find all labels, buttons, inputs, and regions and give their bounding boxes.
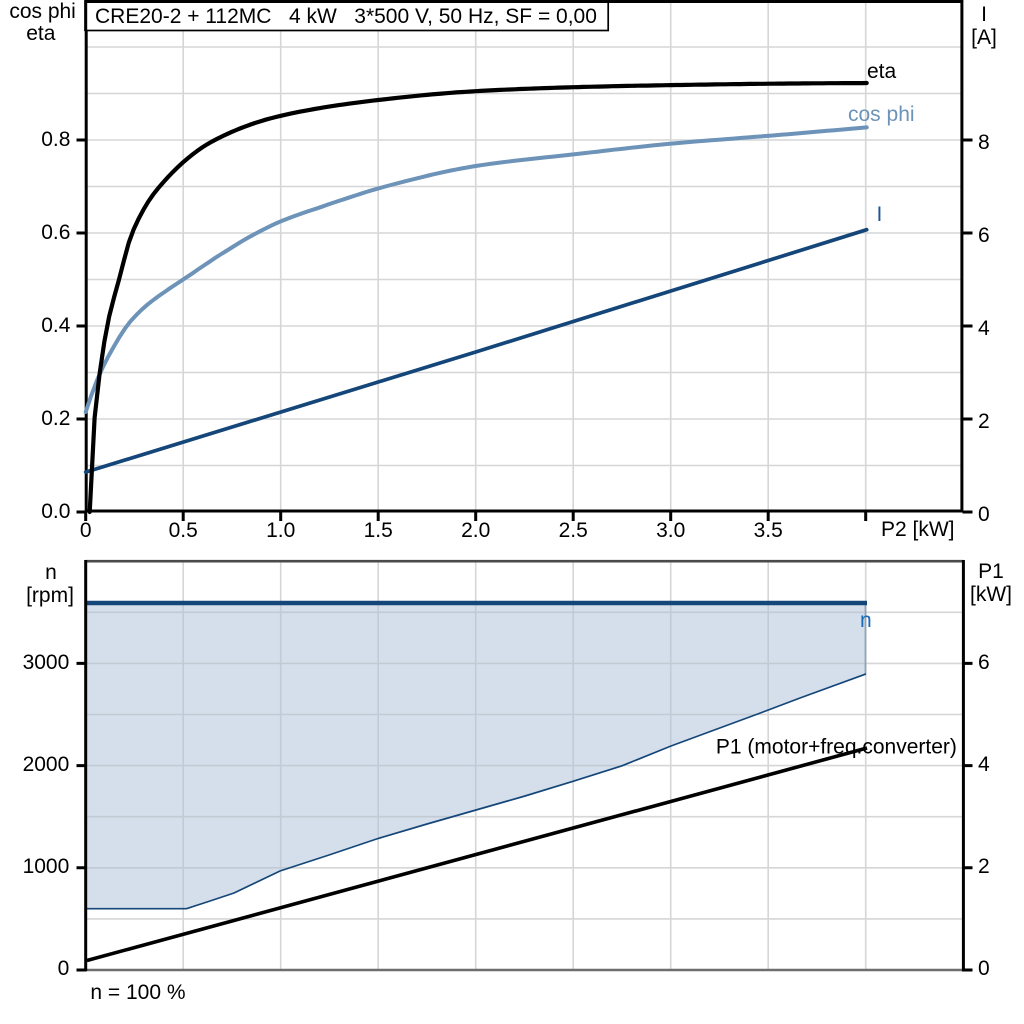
svg-text:1000: 1000 xyxy=(23,855,70,878)
svg-text:[kW]: [kW] xyxy=(970,583,1012,606)
svg-text:2.5: 2.5 xyxy=(559,519,588,542)
svg-text:n: n xyxy=(860,609,872,632)
svg-text:2: 2 xyxy=(978,410,990,433)
svg-text:0.8: 0.8 xyxy=(41,128,70,151)
svg-text:2000: 2000 xyxy=(23,753,70,776)
svg-text:2.0: 2.0 xyxy=(461,519,490,542)
svg-text:eta: eta xyxy=(26,22,56,45)
svg-text:I: I xyxy=(981,3,987,26)
svg-text:P1: P1 xyxy=(978,560,1004,583)
svg-text:3000: 3000 xyxy=(23,651,70,674)
svg-text:0: 0 xyxy=(978,503,990,526)
svg-text:0.2: 0.2 xyxy=(41,407,70,430)
svg-text:0.0: 0.0 xyxy=(41,500,70,523)
svg-text:0.6: 0.6 xyxy=(41,221,70,244)
svg-text:0.4: 0.4 xyxy=(41,314,71,337)
svg-text:n = 100 %: n = 100 % xyxy=(90,981,185,1004)
svg-text:4: 4 xyxy=(978,317,990,340)
svg-text:3.5: 3.5 xyxy=(754,519,783,542)
svg-text:P2 [kW]: P2 [kW] xyxy=(881,518,955,541)
svg-text:cos phi: cos phi xyxy=(9,0,76,23)
svg-text:n: n xyxy=(45,561,57,584)
svg-text:0: 0 xyxy=(80,519,92,542)
svg-text:1.0: 1.0 xyxy=(266,519,295,542)
svg-text:0: 0 xyxy=(978,957,990,980)
svg-text:6: 6 xyxy=(978,224,990,247)
svg-text:[rpm]: [rpm] xyxy=(26,584,74,607)
svg-text:3.0: 3.0 xyxy=(656,519,685,542)
svg-text:CRE20-2 + 112MC 4 kW 3*500: CRE20-2 + 112MC 4 kW 3*500 V, 50 Hz, SF … xyxy=(95,5,597,28)
svg-text:0: 0 xyxy=(58,957,70,980)
svg-text:2: 2 xyxy=(978,855,990,878)
svg-text:I: I xyxy=(877,203,883,226)
svg-text:[A]: [A] xyxy=(971,26,997,49)
svg-text:4: 4 xyxy=(978,753,990,776)
svg-text:8: 8 xyxy=(978,131,990,154)
svg-text:P1 (motor+freq.converter): P1 (motor+freq.converter) xyxy=(716,736,957,759)
svg-text:0.5: 0.5 xyxy=(169,519,198,542)
svg-text:cos phi: cos phi xyxy=(848,103,915,126)
svg-text:eta: eta xyxy=(867,60,897,83)
svg-text:6: 6 xyxy=(978,651,990,674)
svg-text:1.5: 1.5 xyxy=(364,519,393,542)
